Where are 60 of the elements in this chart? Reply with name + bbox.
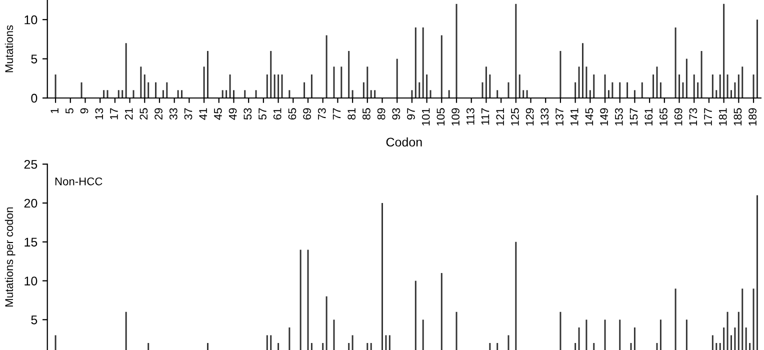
x-tick-label: 85 <box>362 108 370 120</box>
x-tick-label: 109 <box>452 108 460 126</box>
x-tick-label: 185 <box>734 108 742 126</box>
y-tick-label: 10 <box>24 276 38 286</box>
x-tick-label: 45 <box>214 108 222 120</box>
y-axis-title: Mutations per codon <box>4 207 16 306</box>
x-tick-label: 157 <box>630 108 638 126</box>
annotation: Non-HCC <box>55 177 102 186</box>
y-tick-label: 0 <box>31 94 38 103</box>
y-tick-label: 15 <box>24 238 38 247</box>
x-tick-label: 173 <box>689 108 698 126</box>
x-tick-label: 29 <box>154 108 162 120</box>
x-tick-label: 169 <box>674 108 682 126</box>
x-tick-label: 133 <box>540 108 549 126</box>
x-tick-label: 25 <box>140 108 148 120</box>
x-tick-label: 61 <box>273 108 282 120</box>
x-tick-label: 121 <box>496 108 504 126</box>
x-tick-label: 17 <box>110 108 118 120</box>
x-tick-label: 93 <box>392 108 400 120</box>
y-tick-label: 5 <box>31 54 38 64</box>
y-tick-label: 20 <box>24 198 38 208</box>
x-tick-label: 161 <box>644 108 653 126</box>
x-tick-label: 117 <box>481 108 490 125</box>
x-tick-label: 97 <box>407 108 415 120</box>
x-tick-label: 77 <box>332 108 341 120</box>
x-tick-label: 181 <box>718 108 727 126</box>
y-tick-label: 25 <box>24 160 38 169</box>
x-tick-label: 113 <box>466 108 474 125</box>
x-tick-label: 41 <box>199 108 207 120</box>
y-tick-label: 5 <box>31 316 38 324</box>
x-tick-label: 53 <box>244 108 252 120</box>
x-tick-label: 81 <box>348 108 356 120</box>
x-tick-label: 33 <box>169 108 178 120</box>
x-tick-label: 21 <box>124 108 133 120</box>
x-tick-label: 145 <box>585 108 594 126</box>
x-tick-label: 9 <box>80 108 88 114</box>
x-tick-label: 153 <box>614 108 623 126</box>
y-axis-title: Mutations <box>4 25 14 72</box>
x-tick-label: 89 <box>377 108 386 120</box>
x-tick-label: 57 <box>258 108 266 120</box>
x-tick-label: 105 <box>436 108 445 126</box>
x-tick-label: 37 <box>184 108 192 120</box>
x-tick-label: 5 <box>66 108 74 114</box>
x-tick-label: 141 <box>570 108 578 126</box>
x-tick-label: 125 <box>511 108 519 126</box>
x-tick-label: 49 <box>228 108 237 120</box>
x-tick-label: 73 <box>318 108 326 120</box>
x-tick-label: 129 <box>526 108 534 126</box>
x-tick-label: 165 <box>660 108 668 126</box>
x-tick-label: 65 <box>288 108 296 120</box>
x-tick-label: 149 <box>600 108 608 126</box>
x-tick-label: 101 <box>422 108 430 126</box>
x-axis-title: Codon <box>386 137 422 147</box>
x-tick-label: 69 <box>303 108 311 120</box>
x-tick-label: 137 <box>556 108 564 126</box>
y-tick-label: 10 <box>24 15 38 24</box>
x-tick-label: 189 <box>748 108 756 126</box>
x-tick-label: 1 <box>50 108 58 114</box>
x-tick-label: 13 <box>95 108 104 120</box>
x-tick-label: 177 <box>704 108 712 126</box>
